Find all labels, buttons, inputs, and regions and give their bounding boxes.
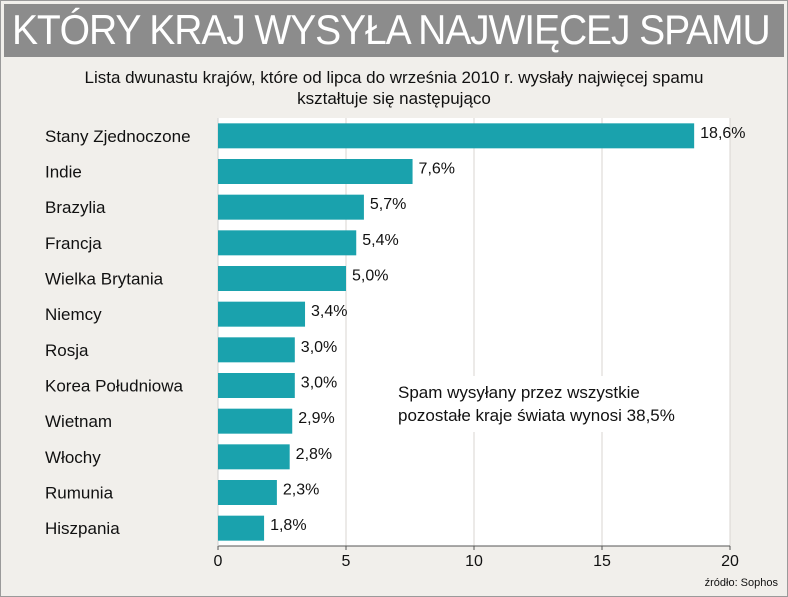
bar [218,373,295,398]
annotation-line1: Spam wysyłany przez wszystkie [398,383,640,402]
category-label: Hiszpania [45,519,120,538]
value-label: 3,0% [301,375,337,392]
category-label: Wietnam [45,412,112,431]
annotation-box: Spam wysyłany przez wszystkie pozostałe k… [390,376,714,432]
value-label: 5,0% [352,268,388,285]
x-tick-label: 10 [465,553,483,570]
x-tick-label: 0 [214,553,223,570]
bar [218,408,293,434]
bar [218,266,346,291]
value-label: 7,6% [419,161,455,178]
bar [218,159,413,184]
category-label: Indie [45,163,82,182]
category-label: Brazylia [45,198,106,217]
x-tick-label: 15 [593,553,611,570]
bar [218,301,306,327]
category-label: Stany Zjednoczone [45,127,191,146]
category-label: Francja [45,234,102,253]
value-label: 3,4% [311,303,347,320]
x-tick-label: 5 [342,553,351,570]
value-label: 5,7% [370,196,406,213]
value-label: 2,3% [283,482,319,499]
chart-subtitle-line1: Lista dwunastu krajów, które od lipca do… [84,68,704,87]
bar [218,230,357,256]
category-label: Wielka Brytania [45,270,164,289]
category-label: Korea Południowa [45,377,184,396]
x-tick-label: 20 [721,553,739,570]
annotation-line2: pozostałe kraje świata wynosi 38,5% [398,406,675,425]
category-label: Rosja [45,341,89,360]
category-label: Niemcy [45,305,102,324]
value-label: 2,9% [298,410,334,427]
title-bar: KTÓRY KRAJ WYSYŁA NAJWIĘCEJ SPAMU [4,4,784,57]
chart-title: KTÓRY KRAJ WYSYŁA NAJWIĘCEJ SPAMU [12,6,771,53]
value-label: 5,4% [362,232,398,249]
bar [218,515,265,541]
value-label: 3,0% [301,339,337,356]
value-label: 2,8% [296,446,332,463]
bar [218,480,277,505]
category-label: Włochy [45,448,101,467]
bar [218,444,290,470]
chart-subtitle-line2: kształtuje się następująco [297,89,491,108]
category-label: Rumunia [45,484,114,503]
bar [218,123,695,149]
value-label: 1,8% [270,517,306,534]
annotation-background [390,376,714,432]
bar [218,194,364,220]
source-note: źródło: Sophos [704,577,778,589]
value-label: 18,6% [700,125,745,142]
bar [218,337,295,363]
